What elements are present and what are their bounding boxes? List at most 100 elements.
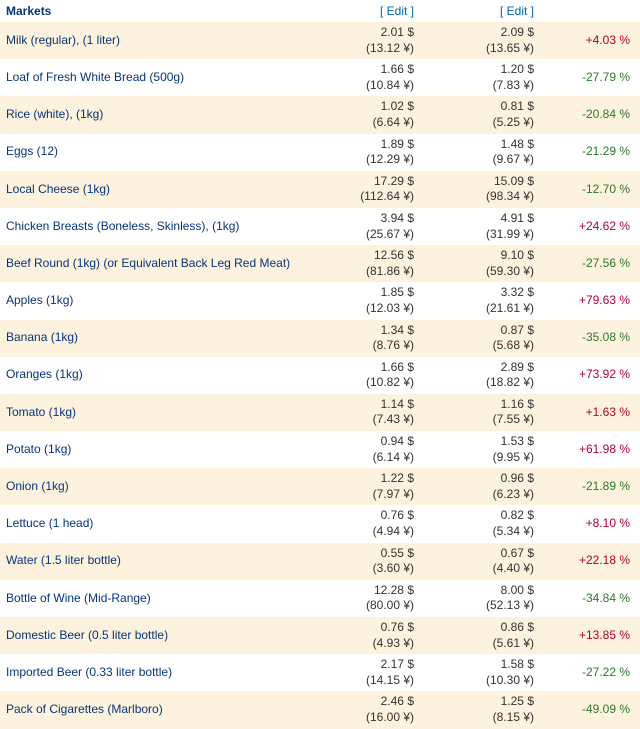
- price-2: 0.86 $(5.61 ¥): [420, 617, 540, 654]
- table-row: Beef Round (1kg) (or Equivalent Back Leg…: [0, 245, 640, 282]
- table-row: Pack of Cigarettes (Marlboro)2.46 $(16.0…: [0, 691, 640, 728]
- pct-change: -27.22 %: [540, 654, 640, 691]
- pct-change: +24.62 %: [540, 208, 640, 245]
- price-1: 0.94 $(6.14 ¥): [300, 431, 420, 468]
- price-1-jpy: (6.64 ¥): [306, 115, 414, 131]
- table-row: Eggs (12)1.89 $(12.29 ¥)1.48 $(9.67 ¥)-2…: [0, 134, 640, 171]
- price-2-jpy: (7.83 ¥): [426, 78, 534, 94]
- table-row: Tomato (1kg)1.14 $(7.43 ¥)1.16 $(7.55 ¥)…: [0, 394, 640, 431]
- item-name: Water (1.5 liter bottle): [0, 543, 300, 580]
- price-1-usd: 2.01 $: [306, 25, 414, 41]
- price-1: 17.29 $(112.64 ¥): [300, 171, 420, 208]
- item-name: Eggs (12): [0, 134, 300, 171]
- price-2-jpy: (5.34 ¥): [426, 524, 534, 540]
- pct-change: -49.09 %: [540, 691, 640, 728]
- price-1-jpy: (81.86 ¥): [306, 264, 414, 280]
- item-name: Chicken Breasts (Boneless, Skinless), (1…: [0, 208, 300, 245]
- item-name: Tomato (1kg): [0, 394, 300, 431]
- price-2-jpy: (9.95 ¥): [426, 450, 534, 466]
- price-1-usd: 1.22 $: [306, 471, 414, 487]
- price-2: 8.00 $(52.13 ¥): [420, 580, 540, 617]
- edit-link-1[interactable]: [ Edit ]: [380, 4, 414, 18]
- price-1-jpy: (25.67 ¥): [306, 227, 414, 243]
- pct-change: +73.92 %: [540, 357, 640, 394]
- price-1: 0.55 $(3.60 ¥): [300, 543, 420, 580]
- price-2-usd: 15.09 $: [426, 174, 534, 190]
- price-1: 1.66 $(10.82 ¥): [300, 357, 420, 394]
- item-name: Bottle of Wine (Mid-Range): [0, 580, 300, 617]
- pct-change: -34.84 %: [540, 580, 640, 617]
- price-1-jpy: (13.12 ¥): [306, 41, 414, 57]
- price-1: 3.94 $(25.67 ¥): [300, 208, 420, 245]
- price-2-usd: 1.58 $: [426, 657, 534, 673]
- price-1-usd: 2.46 $: [306, 694, 414, 710]
- price-1-jpy: (7.43 ¥): [306, 412, 414, 428]
- price-2-usd: 0.67 $: [426, 546, 534, 562]
- price-2-jpy: (7.55 ¥): [426, 412, 534, 428]
- price-2-jpy: (9.67 ¥): [426, 152, 534, 168]
- price-1-jpy: (10.82 ¥): [306, 375, 414, 391]
- table-header-row: Markets [ Edit ] [ Edit ]: [0, 0, 640, 22]
- pct-change: -21.89 %: [540, 468, 640, 505]
- price-2-usd: 1.53 $: [426, 434, 534, 450]
- price-2: 1.48 $(9.67 ¥): [420, 134, 540, 171]
- price-2-jpy: (21.61 ¥): [426, 301, 534, 317]
- price-2-usd: 2.09 $: [426, 25, 534, 41]
- pct-change: +1.63 %: [540, 394, 640, 431]
- price2-header: [ Edit ]: [420, 0, 540, 22]
- price-2-jpy: (6.23 ¥): [426, 487, 534, 503]
- price-2-usd: 2.89 $: [426, 360, 534, 376]
- price-1: 1.22 $(7.97 ¥): [300, 468, 420, 505]
- price-2-usd: 8.00 $: [426, 583, 534, 599]
- price-2-usd: 0.82 $: [426, 508, 534, 524]
- price-2: 0.81 $(5.25 ¥): [420, 96, 540, 133]
- price-1: 2.46 $(16.00 ¥): [300, 691, 420, 728]
- price-2: 1.58 $(10.30 ¥): [420, 654, 540, 691]
- item-name: Onion (1kg): [0, 468, 300, 505]
- price-2-usd: 0.81 $: [426, 99, 534, 115]
- price-2-jpy: (52.13 ¥): [426, 598, 534, 614]
- price-2-jpy: (98.34 ¥): [426, 189, 534, 205]
- table-row: Lettuce (1 head)0.76 $(4.94 ¥)0.82 $(5.3…: [0, 505, 640, 542]
- price-2-jpy: (13.65 ¥): [426, 41, 534, 57]
- category-title: Markets: [0, 0, 300, 22]
- price-1-jpy: (12.29 ¥): [306, 152, 414, 168]
- price-2-usd: 3.32 $: [426, 285, 534, 301]
- pct-change: -12.70 %: [540, 171, 640, 208]
- price-2: 1.20 $(7.83 ¥): [420, 59, 540, 96]
- price-1: 1.14 $(7.43 ¥): [300, 394, 420, 431]
- item-name: Domestic Beer (0.5 liter bottle): [0, 617, 300, 654]
- pct-change: -35.08 %: [540, 320, 640, 357]
- price1-header: [ Edit ]: [300, 0, 420, 22]
- price-1: 0.76 $(4.94 ¥): [300, 505, 420, 542]
- pct-change: -27.56 %: [540, 245, 640, 282]
- table-row: Chicken Breasts (Boneless, Skinless), (1…: [0, 208, 640, 245]
- price-2-usd: 1.20 $: [426, 62, 534, 78]
- table-row: Loaf of Fresh White Bread (500g)1.66 $(1…: [0, 59, 640, 96]
- price-2: 0.67 $(4.40 ¥): [420, 543, 540, 580]
- price-2: 4.91 $(31.99 ¥): [420, 208, 540, 245]
- price-1-usd: 0.76 $: [306, 508, 414, 524]
- price-1-usd: 2.17 $: [306, 657, 414, 673]
- price-2-usd: 1.16 $: [426, 397, 534, 413]
- item-name: Oranges (1kg): [0, 357, 300, 394]
- price-1: 1.34 $(8.76 ¥): [300, 320, 420, 357]
- item-name: Apples (1kg): [0, 282, 300, 319]
- price-2: 2.89 $(18.82 ¥): [420, 357, 540, 394]
- table-row: Bottle of Wine (Mid-Range)12.28 $(80.00 …: [0, 580, 640, 617]
- edit-link-2[interactable]: [ Edit ]: [500, 4, 534, 18]
- item-name: Pack of Cigarettes (Marlboro): [0, 691, 300, 728]
- pct-change: -20.84 %: [540, 96, 640, 133]
- price-2: 1.53 $(9.95 ¥): [420, 431, 540, 468]
- pct-change: -21.29 %: [540, 134, 640, 171]
- price-1-usd: 0.76 $: [306, 620, 414, 636]
- price-1-jpy: (6.14 ¥): [306, 450, 414, 466]
- price-2-usd: 0.87 $: [426, 323, 534, 339]
- price-2: 1.16 $(7.55 ¥): [420, 394, 540, 431]
- pct-change: +79.63 %: [540, 282, 640, 319]
- price-1-usd: 1.34 $: [306, 323, 414, 339]
- price-1-jpy: (8.76 ¥): [306, 338, 414, 354]
- table-row: Domestic Beer (0.5 liter bottle)0.76 $(4…: [0, 617, 640, 654]
- price-1-usd: 1.66 $: [306, 360, 414, 376]
- item-name: Milk (regular), (1 liter): [0, 22, 300, 59]
